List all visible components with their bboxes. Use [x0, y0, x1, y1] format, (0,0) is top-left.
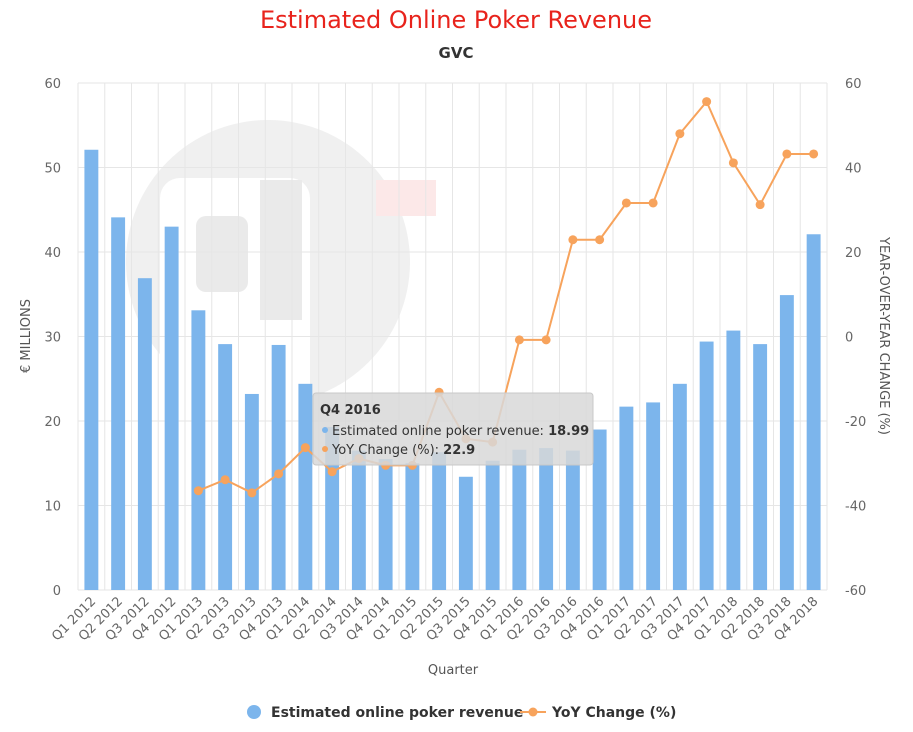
bar[interactable] [191, 310, 206, 590]
y-tick-label: 40 [44, 246, 61, 261]
yoy-line [197, 99, 814, 494]
legend-line-dot [528, 707, 538, 717]
bar[interactable] [485, 460, 500, 590]
bar[interactable] [619, 406, 634, 590]
yoy-point[interactable] [702, 97, 712, 107]
x-axis-title: Quarter [428, 663, 479, 678]
legend-label-revenue: Estimated online poker revenue [271, 705, 523, 721]
y-tick-label: 50 [44, 162, 61, 177]
bar[interactable] [646, 402, 661, 590]
legend[interactable]: Estimated online poker revenue YoY Chang… [247, 705, 676, 721]
tooltip-header: Q4 2016 [320, 403, 381, 418]
chart-title: Estimated Online Poker Revenue [260, 6, 652, 34]
bar-series [84, 149, 821, 591]
legend-item-yoy[interactable]: YoY Change (%) [520, 705, 676, 721]
tooltip: Q4 2016 Estimated online poker revenue: … [312, 392, 594, 466]
yoy-point[interactable] [621, 198, 631, 208]
bar[interactable] [753, 344, 768, 590]
legend-label-yoy: YoY Change (%) [551, 705, 676, 721]
y-tick-label: 0 [53, 584, 61, 599]
bar[interactable] [111, 217, 126, 591]
bar[interactable] [592, 429, 607, 590]
tooltip-row1-value: 18.99 [548, 424, 589, 439]
yoy-point[interactable] [728, 158, 738, 168]
bar[interactable] [512, 449, 527, 590]
y-axis-title: € MILLIONS [19, 299, 34, 373]
yoy-point[interactable] [755, 200, 765, 210]
y-tick-label: 20 [44, 415, 61, 430]
yoy-point[interactable] [514, 335, 524, 345]
yoy-point[interactable] [541, 335, 551, 345]
bar[interactable] [298, 383, 313, 590]
bar[interactable] [271, 344, 286, 590]
bar[interactable] [699, 341, 714, 590]
yoy-point[interactable] [568, 235, 578, 245]
yoy-point[interactable] [675, 129, 685, 139]
left-axis: 0 10 20 30 40 50 60 [44, 77, 61, 599]
bar[interactable] [779, 295, 794, 590]
y2-axis-title: YEAR-OVER-YEAR CHANGE (%) [876, 236, 891, 435]
y2-tick-label: 20 [845, 246, 862, 261]
tooltip-line-marker [322, 446, 328, 452]
legend-item-revenue[interactable]: Estimated online poker revenue [247, 705, 523, 721]
y-tick-label: 10 [44, 500, 61, 515]
bar[interactable] [672, 383, 687, 590]
bar[interactable] [539, 448, 554, 590]
bar[interactable] [405, 463, 420, 590]
bar[interactable] [432, 452, 447, 590]
legend-bar-marker [247, 705, 261, 719]
bar[interactable] [164, 226, 179, 590]
y-tick-label: 60 [44, 77, 61, 92]
line-series [193, 97, 819, 498]
y-tick-label: 30 [44, 331, 61, 346]
tooltip-bar-marker [322, 427, 328, 433]
y2-tick-label: 60 [845, 77, 862, 92]
svg-text:Estimated online poker revenue: Estimated online poker revenue: 18.99 [332, 424, 589, 439]
bar[interactable] [351, 450, 366, 590]
tooltip-row2-label: YoY Change (%): [331, 443, 443, 458]
yoy-point[interactable] [809, 149, 819, 159]
bar[interactable] [458, 476, 473, 590]
bar[interactable] [84, 149, 99, 590]
yoy-point[interactable] [595, 235, 605, 245]
bar[interactable] [565, 450, 580, 590]
right-axis: -60 -40 -20 0 20 40 60 [845, 77, 866, 599]
yoy-point[interactable] [220, 475, 230, 485]
bar[interactable] [137, 278, 152, 590]
tooltip-row1-label: Estimated online poker revenue: [332, 424, 548, 439]
yoy-point[interactable] [193, 486, 203, 496]
y2-tick-label: 40 [845, 162, 862, 177]
y2-tick-label: -40 [845, 500, 866, 515]
yoy-point[interactable] [327, 467, 337, 477]
bar[interactable] [218, 344, 233, 590]
tooltip-row2-value: 22.9 [443, 443, 475, 458]
svg-text:YoY Change (%): 22.9: YoY Change (%): 22.9 [331, 443, 475, 458]
bar[interactable] [726, 330, 741, 590]
bar[interactable] [378, 459, 393, 590]
yoy-point[interactable] [300, 443, 310, 453]
yoy-point[interactable] [274, 469, 284, 479]
y2-tick-label: -20 [845, 415, 866, 430]
yoy-point[interactable] [782, 149, 792, 159]
bar[interactable] [806, 234, 821, 590]
chart-subtitle: GVC [439, 44, 474, 62]
y2-tick-label: -60 [845, 584, 866, 599]
yoy-point[interactable] [247, 488, 257, 498]
yoy-point[interactable] [648, 198, 658, 208]
y2-tick-label: 0 [845, 331, 853, 346]
